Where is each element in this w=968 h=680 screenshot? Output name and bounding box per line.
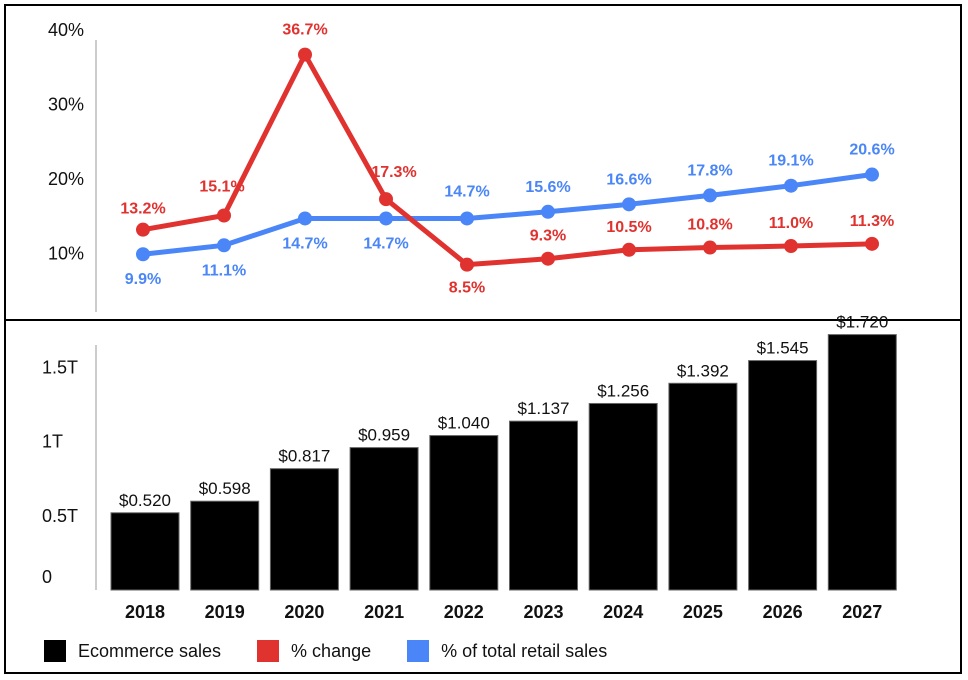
x-axis-year-label: 2021 bbox=[364, 602, 404, 622]
percent-total-retail-point bbox=[379, 211, 393, 226]
x-axis-year-label: 2022 bbox=[444, 602, 484, 622]
percent-total-retail-data-label: 16.6% bbox=[606, 171, 651, 188]
chart-frame bbox=[4, 4, 962, 674]
ecommerce-sales-bar bbox=[269, 468, 339, 591]
percent-change-point bbox=[865, 236, 879, 251]
ecommerce-sales-data-label: $1.137 bbox=[518, 399, 570, 418]
percent-change-data-label: 8.5% bbox=[449, 280, 485, 297]
legend-swatch-percent-total-retail bbox=[407, 640, 430, 662]
line-y-tick-label: 30% bbox=[48, 95, 84, 115]
percent-change-point bbox=[136, 222, 150, 237]
percent-change-point bbox=[379, 192, 393, 207]
ecommerce-sales-data-label: $1.256 bbox=[597, 381, 649, 400]
percent-change-data-label: 11.3% bbox=[850, 213, 894, 230]
percent-change-data-label: 10.8% bbox=[687, 217, 732, 234]
percent-total-retail-data-label: 17.8% bbox=[687, 162, 732, 179]
x-axis-year-label: 2024 bbox=[603, 602, 643, 622]
legend-swatch-ecommerce-sales bbox=[44, 640, 66, 662]
x-axis-year-label: 2018 bbox=[125, 602, 165, 622]
ecommerce-sales-bar bbox=[509, 420, 578, 591]
line-y-tick-label: 20% bbox=[48, 169, 84, 189]
legend-label-percent-change: % change bbox=[291, 640, 372, 661]
percent-total-retail-point bbox=[136, 247, 150, 262]
ecommerce-sales-data-label: $0.598 bbox=[199, 479, 251, 498]
percent-change-data-label: 36.7% bbox=[282, 22, 327, 39]
bar-y-tick-label: 1.5T bbox=[42, 357, 78, 377]
percent-change-point bbox=[298, 47, 312, 62]
legend-label-ecommerce-sales: Ecommerce sales bbox=[78, 640, 222, 661]
percent-total-retail-data-label: 9.9% bbox=[125, 271, 161, 288]
bar-chart-panel: 1.5T 1T 0.5T 0 $0.520 2018 $0.598 2019 $0.817 202… bbox=[42, 313, 897, 622]
ecommerce-sales-bar bbox=[748, 360, 818, 591]
x-axis-year-label: 2023 bbox=[523, 602, 563, 622]
legend-item-ecommerce-sales: Ecommerce sales bbox=[44, 640, 221, 662]
ecommerce-sales-data-label: $1.392 bbox=[677, 361, 729, 380]
percent-change-point bbox=[622, 242, 636, 257]
ecommerce-sales-data-label: $0.959 bbox=[358, 426, 410, 445]
ecommerce-sales-data-label: $0.817 bbox=[278, 447, 330, 466]
ecommerce-sales-data-label: $1.545 bbox=[757, 339, 809, 358]
percent-change-point bbox=[541, 251, 555, 266]
percent-change-point bbox=[460, 257, 474, 272]
percent-total-retail-point bbox=[865, 167, 879, 182]
ecommerce-sales-data-label: $1.040 bbox=[438, 414, 490, 433]
x-axis-year-label: 2019 bbox=[205, 602, 245, 622]
percent-total-retail-data-label: 14.7% bbox=[363, 235, 408, 252]
x-axis-year-label: 2027 bbox=[842, 602, 882, 622]
bar-y-tick-label: 0 bbox=[42, 567, 52, 587]
percent-total-retail-data-label: 15.6% bbox=[525, 179, 570, 196]
percent-total-retail-point bbox=[541, 204, 555, 219]
percent-total-retail-point bbox=[460, 211, 474, 226]
ecommerce-sales-bar bbox=[827, 334, 897, 591]
x-axis-year-label: 2020 bbox=[284, 602, 324, 622]
ecommerce-sales-bar bbox=[429, 435, 499, 591]
ecommerce-sales-bar bbox=[110, 512, 180, 591]
legend: Ecommerce sales % change % of total reta… bbox=[44, 640, 643, 662]
percent-total-retail-data-label: 14.7% bbox=[444, 183, 489, 200]
ecommerce-sales-bar bbox=[349, 447, 419, 591]
x-axis-year-label: 2026 bbox=[763, 602, 803, 622]
percent-total-retail-data-label: 19.1% bbox=[768, 153, 813, 170]
percent-change-data-label: 15.1% bbox=[199, 179, 244, 196]
percent-total-retail-point bbox=[622, 197, 636, 212]
line-y-tick-label: 10% bbox=[48, 244, 84, 264]
line-y-tick-label: 40% bbox=[48, 20, 84, 40]
line-chart-panel: 40% 30% 20% 10% 9.9% 11.1% 14.7% 14.7% 14.7% 15.6… bbox=[48, 20, 895, 312]
bar-y-tick-label: 0.5T bbox=[42, 506, 78, 526]
percent-change-point bbox=[703, 240, 717, 255]
x-axis-year-label: 2025 bbox=[683, 602, 723, 622]
percent-change-point bbox=[784, 239, 798, 254]
percent-total-retail-line bbox=[140, 172, 875, 257]
legend-item-percent-change: % change bbox=[257, 640, 371, 662]
percent-total-retail-data-label: 14.7% bbox=[282, 235, 327, 252]
legend-label-percent-total-retail: % of total retail sales bbox=[441, 640, 608, 661]
percent-total-retail-data-label: 11.1% bbox=[202, 262, 246, 279]
percent-total-retail-point bbox=[703, 188, 717, 203]
legend-item-percent-total-retail: % of total retail sales bbox=[407, 640, 607, 662]
percent-change-data-label: 9.3% bbox=[530, 228, 566, 245]
ecommerce-sales-bar bbox=[190, 500, 260, 591]
ecommerce-sales-data-label: $1.720 bbox=[836, 313, 888, 332]
percent-change-data-label: 13.2% bbox=[120, 201, 165, 218]
ecommerce-sales-data-label: $0.520 bbox=[119, 491, 171, 510]
percent-total-retail-data-label: 20.6% bbox=[849, 142, 894, 159]
percent-change-point bbox=[217, 208, 231, 223]
ecommerce-sales-bar bbox=[668, 382, 738, 591]
bar-y-tick-label: 1T bbox=[42, 432, 63, 452]
percent-change-line bbox=[140, 52, 875, 268]
percent-total-retail-point bbox=[298, 211, 312, 226]
legend-swatch-percent-change bbox=[257, 640, 280, 662]
percent-change-data-label: 11.0% bbox=[769, 215, 813, 232]
percent-change-data-label: 10.5% bbox=[606, 219, 651, 236]
ecommerce-sales-bar bbox=[588, 402, 658, 591]
panel-divider bbox=[4, 319, 962, 321]
percent-total-retail-point bbox=[217, 238, 231, 253]
percent-total-retail-point bbox=[784, 178, 798, 193]
percent-change-data-label: 17.3% bbox=[371, 164, 416, 181]
